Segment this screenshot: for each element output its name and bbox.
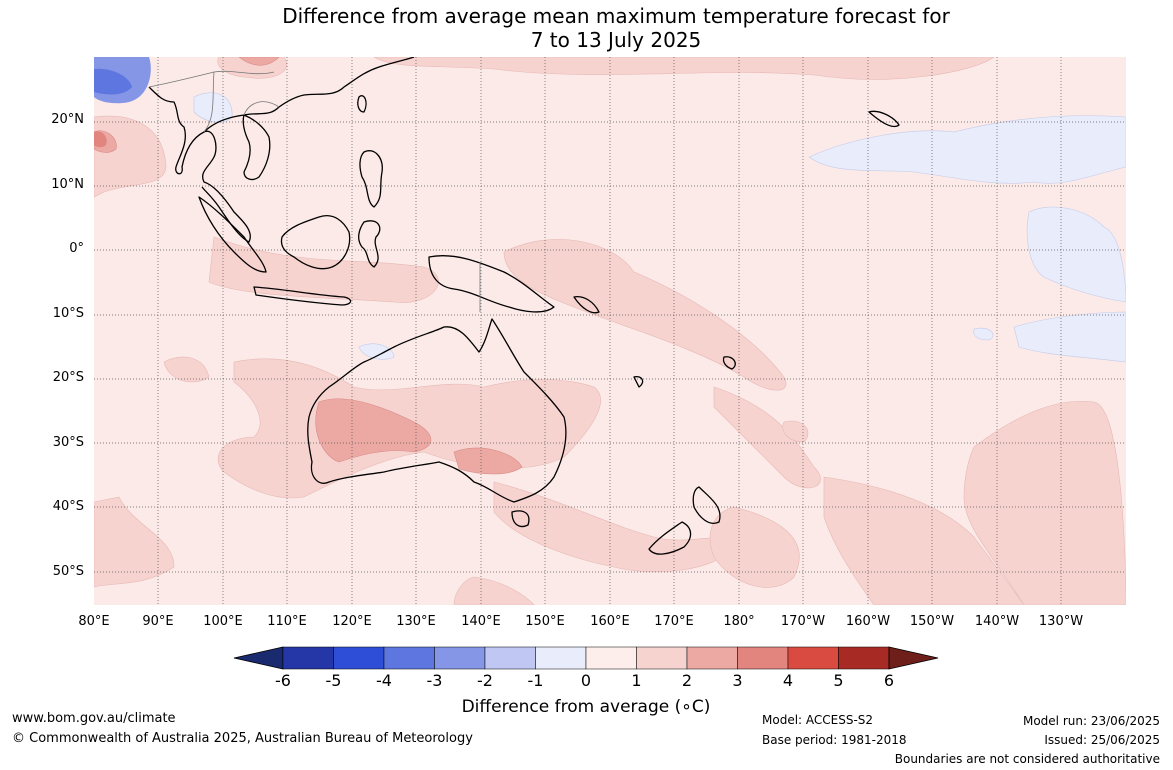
lon-label-160w: 160°W (845, 614, 891, 629)
graticule (94, 57, 1126, 605)
colorbar-tick-label: 6 (883, 671, 895, 690)
colorbar-bin (686, 646, 738, 670)
lat-label-30s: 30°S (52, 435, 84, 450)
issued-text: Issued: 25/06/2025 (1044, 733, 1160, 747)
title-line-1: Difference from average mean maximum tem… (282, 4, 950, 28)
lon-label-140w: 140°W (974, 614, 1020, 629)
colorbar-bin (383, 646, 435, 670)
colorbar-tick-label: -4 (376, 671, 392, 690)
colorbar-tick-label: -1 (527, 671, 544, 690)
lon-label-110e: 110°E (267, 614, 307, 629)
colorbar-title: Difference from average (∘C) (461, 697, 711, 717)
colorbar-tick-label: 0 (580, 671, 592, 690)
lat-label-10n: 10°N (51, 177, 84, 192)
colorbar-low-extend (233, 646, 284, 670)
colorbar-tick-label: -2 (477, 671, 493, 690)
lon-label-130w: 130°W (1038, 614, 1084, 629)
colorbar-tick-label: 1 (631, 671, 642, 690)
lon-label-150w: 150°W (909, 614, 955, 629)
colorbar-bins (282, 646, 890, 670)
colorbar-bin (636, 646, 688, 670)
colorbar-bin (737, 646, 789, 670)
colorbar-tick-label: 3 (732, 671, 743, 690)
colorbar-bin (282, 646, 334, 670)
lon-label-170w: 170°W (780, 614, 826, 629)
lon-label-180: 180° (723, 614, 755, 629)
colorbar-high-extend (888, 646, 939, 670)
lon-label-120e: 120°E (332, 614, 372, 629)
map-canvas (94, 57, 1126, 605)
colorbar-tick-label: 4 (782, 671, 794, 690)
lat-label-20n: 20°N (51, 112, 84, 127)
colorbar-tick-label: -5 (325, 671, 342, 690)
lat-label-0: 0° (69, 241, 84, 256)
copyright-text: © Commonwealth of Australia 2025, Austra… (12, 731, 473, 746)
forecast-map (94, 57, 1126, 605)
lat-label-10s: 10°S (52, 306, 84, 321)
anomaly-negative-3-to-2-region (94, 68, 132, 95)
lat-label-20s: 20°S (52, 370, 84, 385)
colorbar-tick-label: -3 (426, 671, 443, 690)
lon-label-160e: 160°E (590, 614, 630, 629)
anomaly-3-to-4-region (94, 131, 107, 148)
model-text: Model: ACCESS-S2 (762, 713, 874, 727)
lon-label-150e: 150°E (525, 614, 565, 629)
colorbar-bin (838, 646, 890, 670)
website-text[interactable]: www.bom.gov.au/climate (12, 711, 176, 726)
colorbar-bin (535, 646, 587, 670)
lon-label-170e: 170°E (654, 614, 694, 629)
colorbar-bin (333, 646, 385, 670)
base-period-text: Base period: 1981-2018 (762, 733, 907, 747)
lat-label-40s: 40°S (52, 499, 84, 514)
colorbar-bin (585, 646, 637, 670)
lon-label-100e: 100°E (203, 614, 243, 629)
disclaimer-text: Boundaries are not considered authoritat… (894, 752, 1160, 766)
lat-label-50s: 50°S (52, 564, 84, 579)
anomaly-negative-1-to-0-regions (193, 92, 1126, 363)
colorbar-tick-label: -6 (275, 671, 291, 690)
colorbar-tick-label: 5 (833, 671, 844, 690)
colorbar (233, 646, 939, 670)
colorbar-bin (484, 646, 536, 670)
title-line-2: 7 to 13 July 2025 (530, 28, 702, 52)
country-borders (148, 70, 481, 312)
map-title: Difference from average mean maximum tem… (0, 4, 1173, 52)
lon-label-140e: 140°E (461, 614, 501, 629)
colorbar-bin (434, 646, 486, 670)
colorbar-tick-label: 2 (681, 671, 693, 690)
lon-label-90e: 90°E (142, 614, 174, 629)
lon-label-130e: 130°E (396, 614, 436, 629)
lon-label-80e: 80°E (78, 614, 110, 629)
model-run-text: Model run: 23/06/2025 (1022, 714, 1160, 728)
colorbar-bin (787, 646, 839, 670)
